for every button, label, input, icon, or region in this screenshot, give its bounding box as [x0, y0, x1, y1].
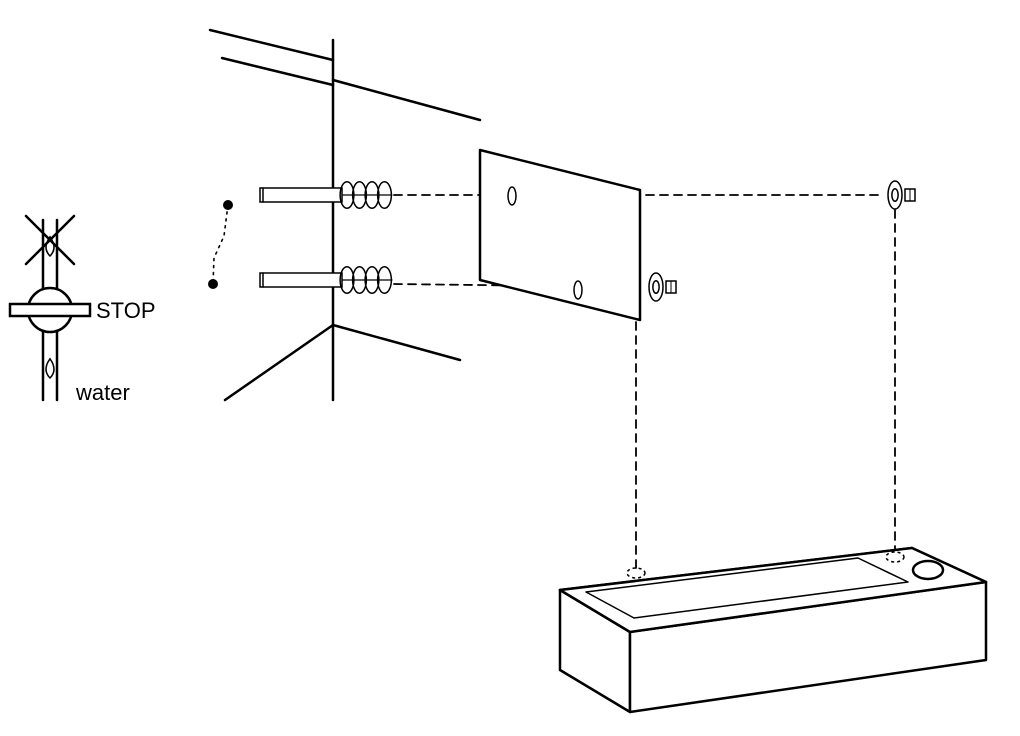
stop-label: STOP: [96, 298, 156, 323]
bolt-top: [260, 182, 392, 209]
anchor-bolts: [260, 182, 392, 294]
mounting-panel: [480, 150, 640, 320]
bolt-bottom: [260, 267, 392, 294]
basin: [560, 548, 986, 712]
wall-corner: [210, 30, 480, 400]
drill-holes: [208, 200, 233, 289]
water-label: water: [75, 380, 130, 405]
washer-mid: [649, 273, 676, 301]
washer-right: [888, 181, 915, 209]
stop-valve-icon: [10, 216, 90, 400]
installation-diagram: STOP water: [0, 0, 1020, 736]
washers-and-nuts: [649, 181, 915, 301]
assembly-dashes: [394, 195, 895, 570]
